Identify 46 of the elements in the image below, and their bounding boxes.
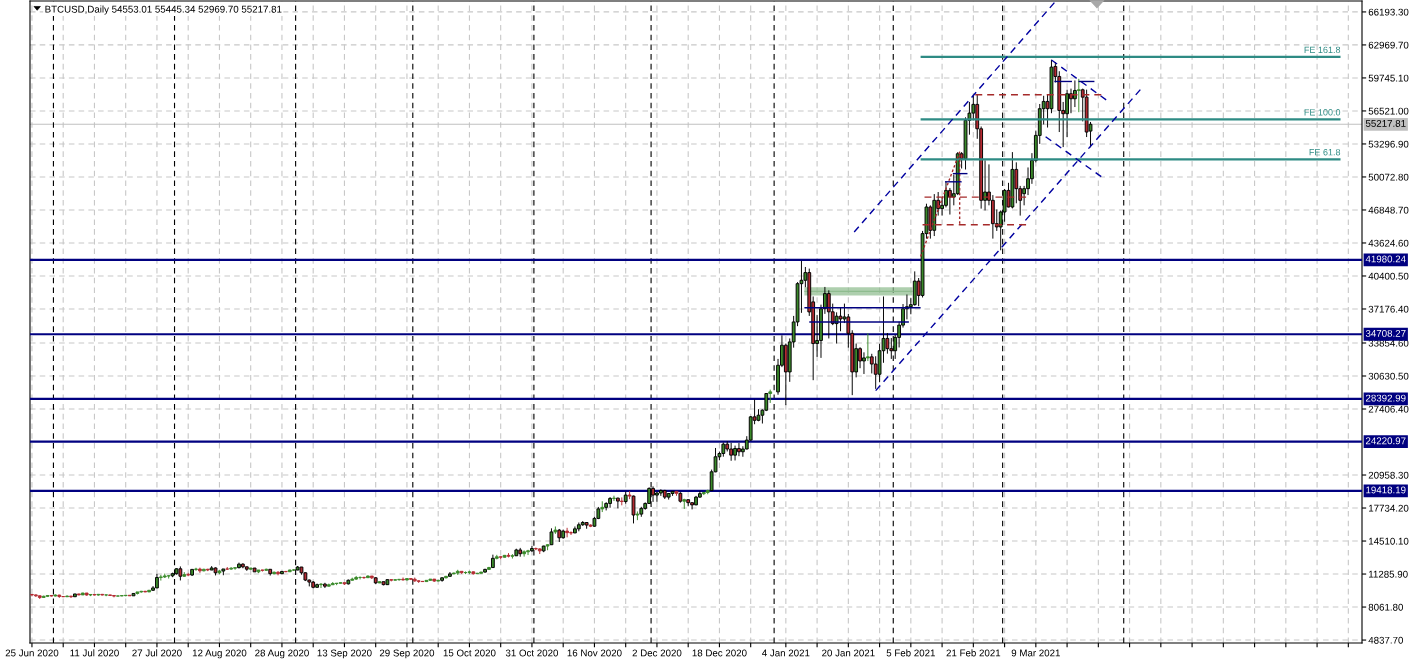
- y-tick-label: 66193.30: [1368, 8, 1409, 16]
- y-tick-label: 17734.20: [1368, 504, 1409, 512]
- ref-line-label: 55217.81: [1365, 120, 1406, 127]
- y-tick-label: 62969.70: [1368, 41, 1409, 49]
- x-tick-label: 9 Mar 2021: [1011, 649, 1060, 657]
- x-tick-label: 29 Sep 2020: [379, 649, 435, 659]
- ref-line-label: 24220.97: [1365, 437, 1406, 445]
- x-tick-label: 25 Jun 2020: [5, 649, 59, 657]
- y-tick-label: 4837.70: [1368, 636, 1404, 644]
- y-tick-label: 40400.50: [1368, 272, 1409, 280]
- y-tick-label: 53296.90: [1368, 140, 1409, 148]
- x-tick-label: 5 Feb 2021: [886, 649, 935, 657]
- chart-title: BTCUSD,Daily 54553.01 55445.34 52969.70 55217.81: [45, 5, 282, 15]
- x-tick-label: 11 Jul 2020: [70, 649, 119, 657]
- ref-line-label: 28392.99: [1365, 394, 1406, 402]
- y-tick-label: 33854.60: [1368, 339, 1409, 347]
- y-tick-label: 14510.10: [1368, 537, 1409, 545]
- series-label: FE 100.0: [1304, 109, 1341, 116]
- x-tick-label: 31 Oct 2020: [505, 649, 559, 657]
- x-tick-label: 12 Aug 2020: [192, 649, 247, 659]
- y-tick-label: 8061.80: [1368, 603, 1404, 611]
- ref-line-label: 19418.19: [1366, 486, 1406, 494]
- y-tick-label: 56521.00: [1368, 107, 1409, 115]
- y-tick-label: 11285.90: [1368, 570, 1408, 578]
- ref-line-label: 34708.27: [1365, 329, 1406, 337]
- series-label: FE 61.8: [1309, 149, 1341, 156]
- y-tick-label: 59745.10: [1368, 74, 1409, 82]
- x-tick-label: 27 Jul 2020: [132, 649, 182, 657]
- series-label: FE 161.8: [1304, 46, 1341, 54]
- y-tick-label: 46848.70: [1368, 206, 1409, 214]
- x-tick-label: 16 Nov 2020: [567, 649, 622, 657]
- y-tick-label: 20958.30: [1368, 471, 1409, 479]
- y-tick-label: 30630.50: [1368, 372, 1409, 380]
- x-tick-label: 15 Oct 2020: [443, 649, 496, 657]
- y-tick-label: 43624.60: [1368, 239, 1409, 247]
- x-tick-label: 21 Feb 2021: [946, 649, 1001, 657]
- x-tick-label: 13 Sep 2020: [317, 649, 372, 659]
- ref-line-label: 41980.24: [1365, 255, 1406, 263]
- x-tick-label: 20 Jan 2021: [822, 649, 875, 657]
- x-tick-label: 2 Dec 2020: [632, 649, 682, 657]
- y-tick-label: 37176.40: [1368, 305, 1409, 313]
- y-tick-label: 27406.40: [1368, 405, 1409, 413]
- x-tick-label: 28 Aug 2020: [255, 649, 309, 659]
- x-tick-label: 4 Jan 2021: [762, 649, 810, 657]
- y-tick-label: 50072.80: [1368, 173, 1409, 181]
- x-tick-label: 18 Dec 2020: [692, 649, 747, 657]
